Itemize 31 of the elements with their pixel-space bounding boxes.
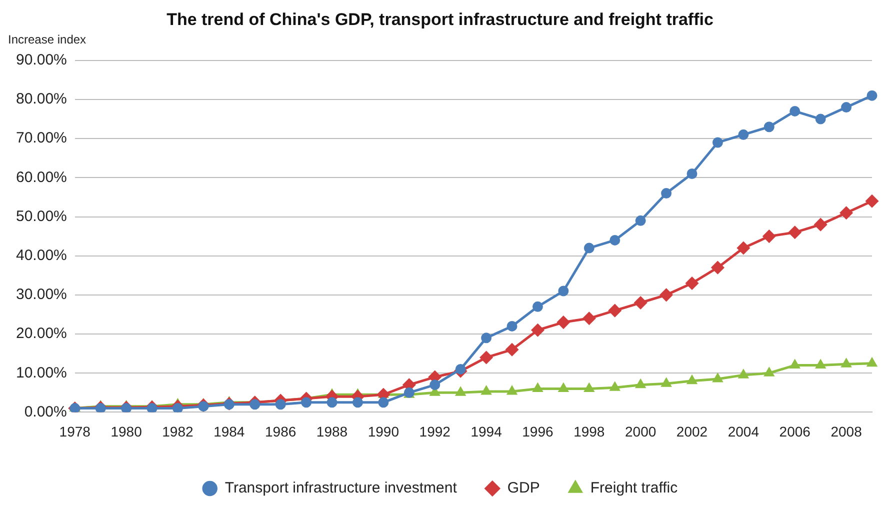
y-tick-label: 10.00%	[16, 364, 67, 382]
y-axis-title: Increase index	[8, 32, 86, 47]
legend-label: Freight traffic	[590, 480, 678, 497]
x-tick-label: 2006	[779, 423, 811, 440]
x-tick-label: 1986	[265, 423, 296, 440]
x-tick-label: 1980	[110, 423, 142, 440]
x-tick-label: 1982	[162, 423, 194, 440]
y-tick-label: 80.00%	[16, 90, 67, 108]
x-tick-label: 1996	[522, 423, 554, 440]
x-tick-label: 1988	[316, 423, 348, 440]
y-tick-label: 60.00%	[16, 168, 67, 186]
x-tick-label: 1992	[419, 423, 451, 440]
x-tick-label: 2000	[625, 423, 656, 440]
x-tick-label: 1984	[214, 423, 245, 440]
x-tick-label: 1990	[368, 423, 400, 440]
legend-label: GDP	[507, 480, 540, 497]
y-tick-label: 40.00%	[16, 246, 67, 264]
x-tick-label: 2004	[728, 423, 760, 440]
x-tick-label: 1994	[470, 423, 502, 440]
y-tick-label: 0.00%	[24, 403, 67, 420]
y-tick-label: 20.00%	[16, 325, 67, 342]
chart-title: The trend of China's GDP, transport infrastructure and freight traffic	[166, 10, 714, 29]
x-tick-label: 2008	[830, 423, 862, 440]
y-tick-label: 50.00%	[16, 208, 67, 225]
x-tick-label: 2002	[676, 423, 708, 440]
legend-label: Transport infrastructure investment	[224, 480, 458, 497]
y-tick-label: 90.00%	[16, 52, 67, 69]
x-tick-label: 1978	[59, 423, 91, 440]
y-tick-label: 30.00%	[16, 286, 67, 304]
y-tick-label: 70.00%	[16, 130, 67, 147]
x-tick-label: 1998	[574, 423, 605, 440]
